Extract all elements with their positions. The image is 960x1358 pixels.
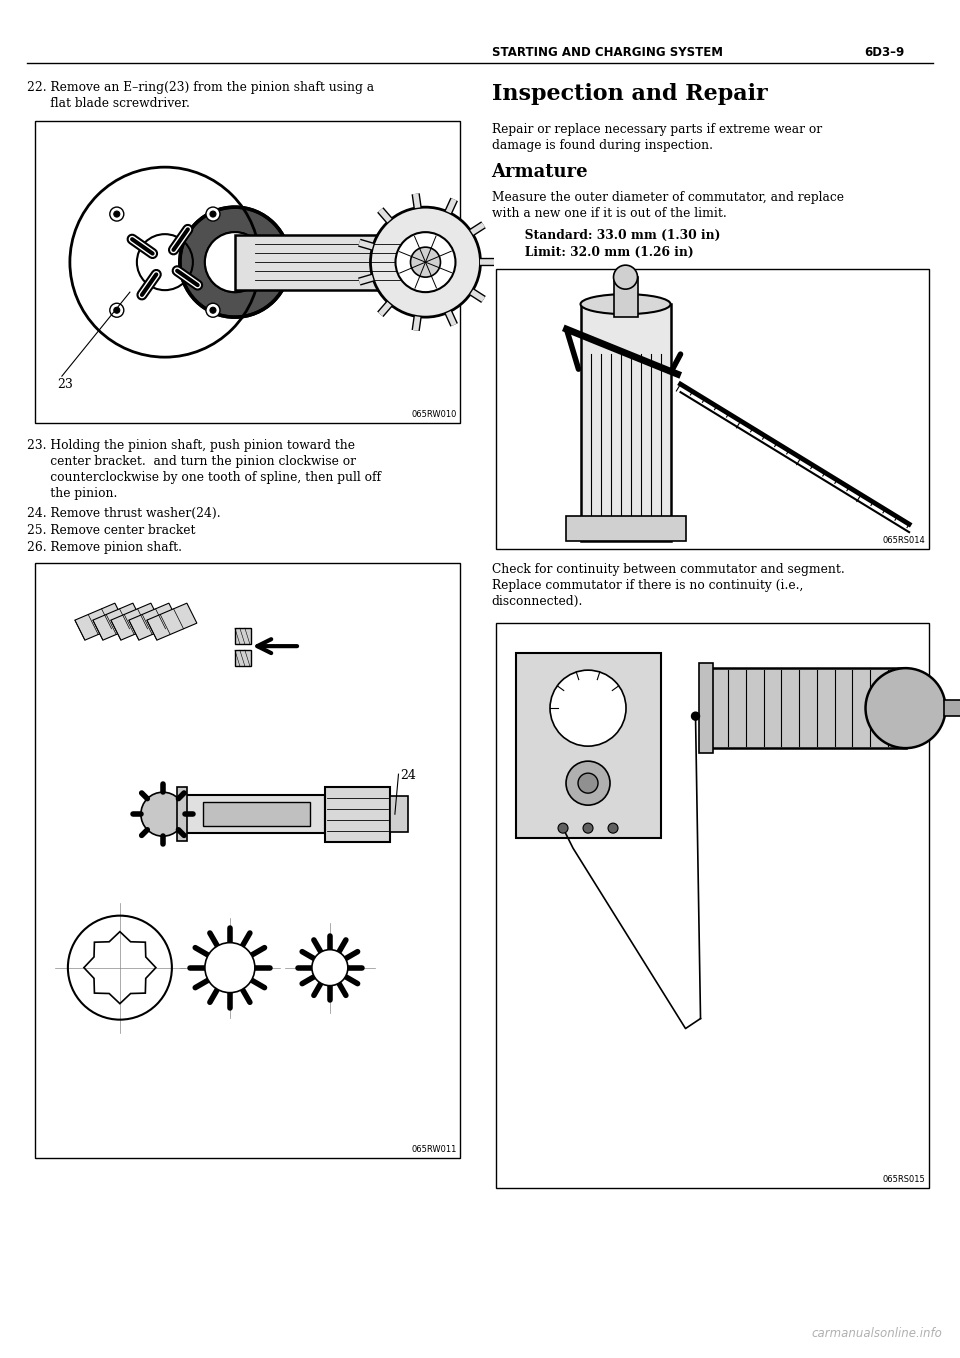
Bar — [235, 650, 251, 667]
Text: 24. Remove thrust washer(24).: 24. Remove thrust washer(24). — [27, 507, 221, 520]
Text: Check for continuity between commutator and segment.: Check for continuity between commutator … — [492, 564, 844, 576]
Text: flat blade screwdriver.: flat blade screwdriver. — [27, 98, 190, 110]
Text: 065RW011: 065RW011 — [411, 1145, 457, 1154]
Bar — [495, 623, 929, 1188]
Text: the pinion.: the pinion. — [27, 488, 117, 500]
Bar — [944, 701, 960, 716]
Circle shape — [566, 760, 610, 805]
Circle shape — [691, 712, 700, 720]
Circle shape — [109, 206, 124, 221]
Circle shape — [558, 823, 568, 834]
Text: Replace commutator if there is no continuity (i.e.,: Replace commutator if there is no contin… — [492, 579, 803, 592]
Circle shape — [206, 303, 220, 318]
Bar — [182, 796, 324, 834]
Text: Inspection and Repair: Inspection and Repair — [492, 83, 767, 105]
Bar — [203, 803, 310, 826]
Polygon shape — [129, 603, 179, 640]
Circle shape — [180, 208, 290, 318]
Circle shape — [109, 303, 124, 318]
Bar — [613, 277, 637, 318]
Text: center bracket.  and turn the pinion clockwise or: center bracket. and turn the pinion cloc… — [27, 455, 356, 469]
Text: Measure the outer diameter of commutator, and replace: Measure the outer diameter of commutator… — [492, 191, 844, 204]
Text: damage is found during inspection.: damage is found during inspection. — [492, 139, 712, 152]
Text: 25. Remove center bracket: 25. Remove center bracket — [27, 524, 196, 538]
Circle shape — [608, 823, 618, 834]
Circle shape — [204, 942, 255, 993]
Bar — [35, 121, 461, 424]
Text: 22. Remove an E–ring(23) from the pinion shaft using a: 22. Remove an E–ring(23) from the pinion… — [27, 81, 374, 94]
Circle shape — [371, 208, 481, 318]
Bar — [581, 304, 670, 540]
Bar — [324, 786, 390, 842]
Text: counterclockwise by one tooth of spline, then pull off: counterclockwise by one tooth of spline,… — [27, 471, 381, 485]
Bar — [710, 668, 905, 748]
Bar — [235, 629, 251, 644]
Circle shape — [206, 206, 220, 221]
Polygon shape — [147, 603, 197, 640]
Text: Repair or replace necessary parts if extreme wear or: Repair or replace necessary parts if ext… — [492, 124, 822, 136]
Text: STARTING AND CHARGING SYSTEM: STARTING AND CHARGING SYSTEM — [492, 46, 723, 60]
Bar — [235, 235, 430, 289]
Text: with a new one if it is out of the limit.: with a new one if it is out of the limit… — [492, 208, 727, 220]
Text: 6D3–9: 6D3–9 — [864, 46, 904, 60]
Text: 23: 23 — [57, 378, 73, 391]
Circle shape — [578, 773, 598, 793]
Circle shape — [613, 265, 637, 289]
Text: 24: 24 — [400, 769, 417, 782]
Polygon shape — [93, 603, 143, 640]
Text: Limit: 32.0 mm (1.26 in): Limit: 32.0 mm (1.26 in) — [512, 246, 693, 259]
Text: 065RS014: 065RS014 — [882, 536, 925, 545]
Circle shape — [396, 232, 455, 292]
Circle shape — [312, 949, 348, 986]
Text: Armature: Armature — [492, 163, 588, 181]
Circle shape — [866, 668, 946, 748]
Circle shape — [210, 307, 216, 314]
Text: 23. Holding the pinion shaft, push pinion toward the: 23. Holding the pinion shaft, push pinio… — [27, 439, 355, 452]
Circle shape — [204, 232, 265, 292]
Text: disconnected).: disconnected). — [492, 595, 583, 608]
Bar — [177, 788, 187, 841]
Circle shape — [583, 823, 593, 834]
Circle shape — [114, 210, 120, 217]
Text: Standard: 33.0 mm (1.30 in): Standard: 33.0 mm (1.30 in) — [512, 230, 720, 242]
Circle shape — [210, 210, 216, 217]
Text: 065RW010: 065RW010 — [411, 410, 457, 420]
Bar — [699, 663, 712, 754]
Text: 26. Remove pinion shaft.: 26. Remove pinion shaft. — [27, 540, 181, 554]
Circle shape — [411, 247, 441, 277]
Ellipse shape — [581, 295, 670, 314]
Text: 065RS015: 065RS015 — [882, 1175, 925, 1184]
Circle shape — [141, 792, 185, 837]
Polygon shape — [75, 603, 125, 640]
Bar — [495, 269, 929, 549]
Bar — [565, 516, 685, 540]
Text: carmanualsonline.info: carmanualsonline.info — [811, 1327, 942, 1340]
Bar — [390, 796, 408, 832]
Bar — [516, 653, 660, 838]
Bar — [35, 564, 461, 1158]
Polygon shape — [110, 603, 161, 640]
Circle shape — [550, 669, 626, 746]
Circle shape — [114, 307, 120, 314]
